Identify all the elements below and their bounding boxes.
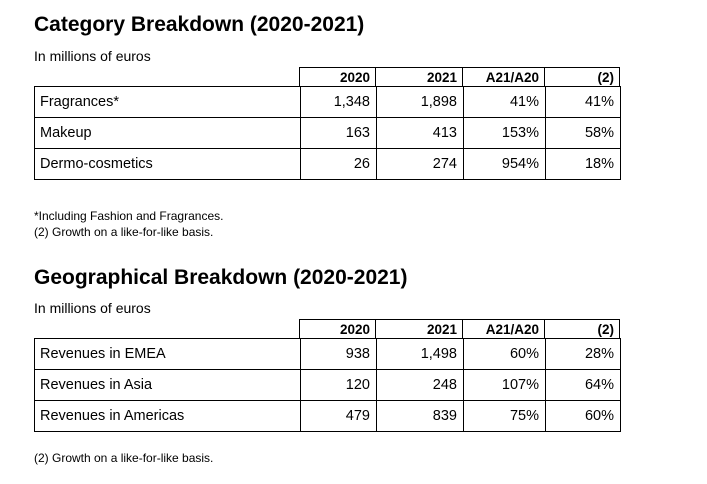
value-growth: 75% (463, 400, 546, 432)
header-2020: 2020 (299, 319, 376, 339)
row-label: Makeup (34, 117, 301, 149)
row-label: Revenues in EMEA (34, 338, 301, 370)
footnote-fragrances: *Including Fashion and Fragrances. (34, 209, 224, 223)
category-section: Category Breakdown (2020-2021) In millio… (34, 12, 634, 242)
header-2020: 2020 (299, 67, 376, 87)
value-2021: 413 (376, 117, 464, 149)
value-2020: 26 (300, 148, 377, 180)
footnote-lfl: (2) Growth on a like-for-like basis. (34, 451, 214, 465)
header-lfl: (2) (544, 319, 620, 339)
value-lfl: 41% (545, 86, 621, 118)
table-row: Revenues in EMEA 938 1,498 60% 28% (34, 338, 621, 370)
value-2020: 1,348 (300, 86, 377, 118)
geographical-section: Geographical Breakdown (2020-2021) In mi… (34, 265, 634, 475)
value-lfl: 60% (545, 400, 621, 432)
value-2020: 479 (300, 400, 377, 432)
category-header-row: 2020 2021 A21/A20 (2) (299, 67, 620, 87)
table-row: Makeup 163 413 153% 58% (34, 117, 621, 149)
value-lfl: 64% (545, 369, 621, 401)
category-title: Category Breakdown (2020-2021) (34, 13, 365, 36)
header-2021: 2021 (375, 67, 463, 87)
value-lfl: 28% (545, 338, 621, 370)
value-2021: 1,498 (376, 338, 464, 370)
header-growth: A21/A20 (462, 319, 545, 339)
table-row: Revenues in Americas 479 839 75% 60% (34, 400, 621, 432)
value-growth: 954% (463, 148, 546, 180)
row-label: Fragrances* (34, 86, 301, 118)
value-growth: 107% (463, 369, 546, 401)
value-2021: 1,898 (376, 86, 464, 118)
category-table: Fragrances* 1,348 1,898 41% 41% Makeup 1… (34, 86, 621, 180)
row-label: Dermo-cosmetics (34, 148, 301, 180)
value-lfl: 58% (545, 117, 621, 149)
value-2020: 120 (300, 369, 377, 401)
geographical-unit: In millions of euros (34, 300, 151, 316)
table-row: Revenues in Asia 120 248 107% 64% (34, 369, 621, 401)
value-growth: 153% (463, 117, 546, 149)
value-2021: 274 (376, 148, 464, 180)
table-row: Fragrances* 1,348 1,898 41% 41% (34, 86, 621, 118)
header-lfl: (2) (544, 67, 620, 87)
row-label: Revenues in Asia (34, 369, 301, 401)
geographical-table: Revenues in EMEA 938 1,498 60% 28% Reven… (34, 338, 621, 432)
header-growth: A21/A20 (462, 67, 545, 87)
value-2020: 163 (300, 117, 377, 149)
row-label: Revenues in Americas (34, 400, 301, 432)
geographical-header-row: 2020 2021 A21/A20 (2) (299, 319, 620, 339)
table-row: Dermo-cosmetics 26 274 954% 18% (34, 148, 621, 180)
value-2020: 938 (300, 338, 377, 370)
value-2021: 839 (376, 400, 464, 432)
geographical-title: Geographical Breakdown (2020-2021) (34, 266, 408, 289)
value-lfl: 18% (545, 148, 621, 180)
header-2021: 2021 (375, 319, 463, 339)
value-growth: 60% (463, 338, 546, 370)
category-unit: In millions of euros (34, 48, 151, 64)
footnote-lfl: (2) Growth on a like-for-like basis. (34, 225, 214, 239)
value-2021: 248 (376, 369, 464, 401)
value-growth: 41% (463, 86, 546, 118)
